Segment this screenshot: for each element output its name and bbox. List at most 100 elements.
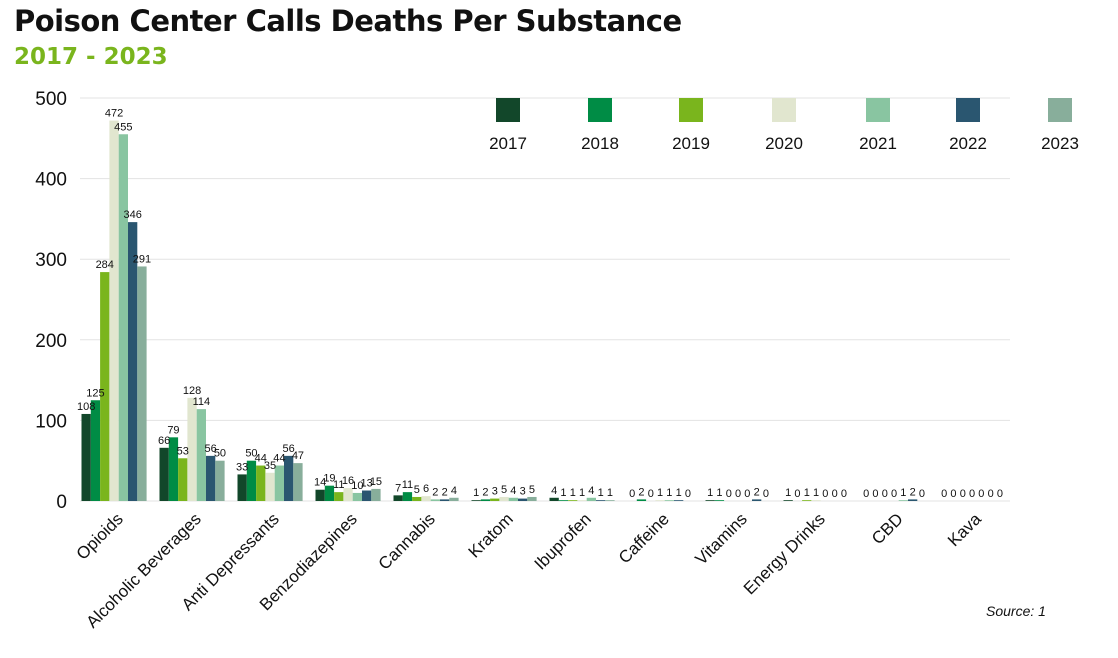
data-label-energy-drinks-2017: 1: [785, 487, 791, 499]
bar-ibuprofen-2018: [558, 500, 569, 501]
legend-swatch-2017: [496, 98, 520, 122]
data-labels: 1081252844724553462916679531281145650335…: [77, 108, 1003, 500]
bar-anti-depressants-2022: [284, 455, 294, 501]
bar-cannabis-2021: [430, 499, 440, 501]
data-label-cbd-2019: 0: [882, 488, 888, 500]
data-label-benzodiazepines-2023: 15: [370, 476, 382, 488]
bar-benzodiazepines-2019: [334, 492, 344, 501]
bar-ibuprofen-2023: [605, 500, 615, 501]
bar-opioids-2017: [81, 413, 91, 501]
y-tick-label-500: 500: [35, 89, 67, 110]
data-label-energy-drinks-2018: 0: [794, 488, 800, 500]
bar-cannabis-2022: [440, 499, 450, 501]
bar-benzodiazepines-2023: [371, 488, 381, 501]
data-label-alcoholic-beverages-2018: 79: [167, 424, 179, 436]
data-label-ibuprofen-2020: 1: [579, 487, 585, 499]
x-tick-label-cbd: CBD: [868, 509, 907, 548]
legend-label-2019: 2019: [672, 134, 710, 153]
data-label-benzodiazepines-2019: 11: [333, 479, 344, 491]
bar-anti-depressants-2023: [293, 463, 303, 501]
bar-kratom-2018: [480, 499, 491, 501]
data-label-alcoholic-beverages-2022: 56: [205, 443, 217, 455]
data-label-anti-depressants-2020: 35: [264, 460, 276, 472]
data-label-energy-drinks-2023: 0: [841, 488, 847, 500]
bar-opioids-2023: [137, 266, 147, 501]
x-tick-label-kratom: Kratom: [465, 509, 517, 561]
data-label-vitamins-2019: 0: [726, 488, 732, 500]
data-label-kratom-2023: 5: [529, 484, 535, 496]
data-label-ibuprofen-2021: 4: [588, 485, 594, 497]
bar-cannabis-2018: [402, 492, 413, 501]
bar-benzodiazepines-2021: [352, 492, 362, 501]
data-label-anti-depressants-2017: 33: [236, 461, 248, 473]
bar-vitamins-2017: [705, 500, 715, 501]
data-label-energy-drinks-2022: 0: [832, 488, 838, 500]
data-label-benzodiazepines-2021: 10: [351, 480, 363, 492]
y-tick-label-200: 200: [35, 331, 67, 352]
data-label-cannabis-2022: 2: [442, 486, 448, 498]
bar-cannabis-2023: [449, 497, 459, 501]
x-tick-label-kava: Kava: [944, 509, 985, 550]
data-label-kava-2021: 0: [978, 488, 984, 500]
data-label-kratom-2018: 2: [482, 486, 488, 498]
bar-kratom-2022: [518, 498, 528, 501]
bar-anti-depressants-2021: [274, 465, 284, 501]
data-label-kratom-2022: 3: [520, 486, 526, 498]
data-label-kava-2023: 0: [997, 488, 1003, 500]
legend-swatch-2019: [679, 98, 703, 122]
data-label-ibuprofen-2018: 1: [560, 487, 566, 499]
data-label-anti-depressants-2019: 44: [255, 453, 267, 465]
data-label-vitamins-2021: 0: [744, 488, 750, 500]
bar-ibuprofen-2019: [568, 500, 578, 501]
data-label-kratom-2020: 5: [501, 484, 507, 496]
y-tick-label-400: 400: [35, 170, 67, 191]
data-label-alcoholic-beverages-2019: 53: [177, 445, 189, 457]
bar-kratom-2023: [527, 496, 537, 501]
data-label-alcoholic-beverages-2023: 50: [214, 448, 226, 460]
data-label-vitamins-2017: 1: [707, 487, 713, 499]
data-label-alcoholic-beverages-2020: 128: [183, 385, 201, 397]
bar-cannabis-2020: [421, 496, 431, 501]
data-label-vitamins-2018: 1: [716, 487, 722, 499]
bar-alcoholic-beverages-2021: [196, 409, 206, 501]
data-label-cbd-2017: 0: [863, 488, 869, 500]
bars: [81, 120, 918, 502]
data-label-opioids-2022: 346: [123, 209, 141, 221]
data-label-cannabis-2020: 6: [423, 483, 429, 495]
data-label-opioids-2021: 455: [114, 121, 132, 133]
chart-title: Poison Center Calls Deaths Per Substance: [14, 4, 682, 38]
data-label-kava-2020: 0: [969, 488, 975, 500]
legend-label-2022: 2022: [949, 134, 987, 153]
bar-energy-drinks-2020: [811, 500, 821, 501]
gridlines: [80, 97, 1010, 502]
bar-caffeine-2022: [674, 500, 684, 501]
legend-swatch-2020: [772, 98, 796, 122]
source-note: Source: 1: [986, 603, 1046, 619]
bar-alcoholic-beverages-2022: [206, 455, 216, 501]
data-label-anti-depressants-2021: 44: [273, 453, 285, 465]
bar-ibuprofen-2021: [586, 497, 596, 501]
data-label-ibuprofen-2023: 1: [607, 487, 613, 499]
data-label-anti-depressants-2023: 47: [292, 450, 304, 462]
legend-swatch-2023: [1048, 98, 1072, 122]
data-label-benzodiazepines-2018: 19: [323, 473, 335, 485]
data-label-kava-2018: 0: [950, 488, 956, 500]
data-label-kava-2022: 0: [988, 488, 994, 500]
bar-vitamins-2018: [714, 500, 725, 501]
x-tick-label-vitamins: Vitamins: [692, 509, 751, 568]
data-label-anti-depressants-2022: 56: [283, 443, 295, 455]
bar-alcoholic-beverages-2018: [168, 437, 179, 501]
bar-ibuprofen-2022: [596, 500, 606, 501]
x-tick-label-energy-drinks: Energy Drinks: [740, 509, 829, 598]
bar-alcoholic-beverages-2019: [178, 458, 188, 501]
data-label-cannabis-2023: 4: [451, 485, 457, 497]
data-label-caffeine-2021: 1: [666, 487, 672, 499]
data-label-opioids-2020: 472: [105, 108, 123, 120]
bar-benzodiazepines-2017: [315, 489, 325, 501]
bar-ibuprofen-2020: [577, 500, 587, 501]
x-tick-label-ibuprofen: Ibuprofen: [531, 509, 595, 573]
bar-kratom-2021: [508, 497, 518, 501]
bar-alcoholic-beverages-2017: [159, 447, 169, 501]
x-tick-label-caffeine: Caffeine: [615, 509, 673, 567]
data-label-benzodiazepines-2022: 13: [361, 478, 373, 490]
